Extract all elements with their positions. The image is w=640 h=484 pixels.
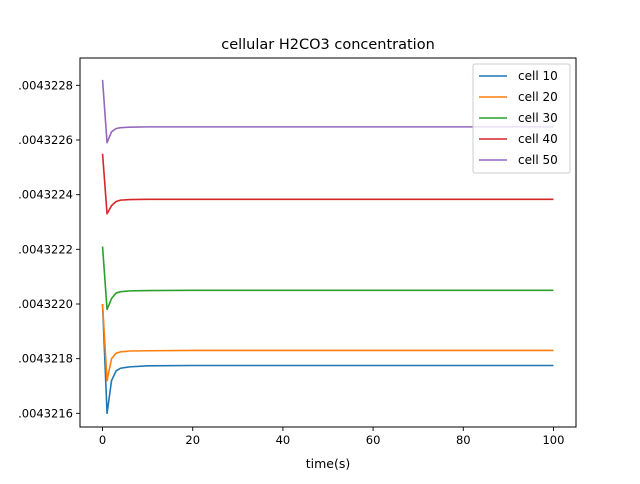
- series-line-4: [101, 153, 554, 215]
- legend: cell 10 cell 20 cell 30 cell 40 cell 50: [472, 63, 571, 174]
- x-axis-ticks: 0 20 40 60 80 100: [99, 427, 564, 447]
- x-axis-label: time(s): [306, 456, 351, 471]
- series-line-1: [101, 303, 554, 415]
- legend-label-3: cell 30: [518, 111, 558, 125]
- legend-label-2: cell 20: [518, 90, 558, 104]
- legend-box: [472, 63, 571, 174]
- legend-label-4: cell 40: [518, 132, 558, 146]
- legend-items: cell 10 cell 20 cell 30 cell 40 cell 50: [479, 69, 558, 167]
- chart-title: cellular H2CO3 concentration: [221, 37, 435, 53]
- legend-label-1: cell 10: [518, 69, 558, 83]
- legend-label-5: cell 50: [518, 153, 558, 167]
- y-tick-label: .0043222: [18, 242, 73, 256]
- x-tick-label: 40: [276, 433, 291, 447]
- series-line-3: [101, 246, 554, 311]
- y-tick-label: .0043224: [18, 188, 73, 202]
- x-tick-label: 80: [456, 433, 471, 447]
- series-line-2: [101, 303, 554, 382]
- y-tick-label: .0043226: [18, 133, 73, 147]
- y-axis-ticks: .0043216 .0043218 .0043220 .0043222 .0043224…: [18, 78, 80, 420]
- y-tick-label: .0043218: [18, 352, 73, 366]
- y-tick-label: .0043220: [18, 297, 73, 311]
- y-tick-label: .0043228: [18, 78, 73, 92]
- series-line-5: [101, 79, 554, 144]
- y-tick-label: .0043216: [18, 406, 73, 420]
- x-tick-label: 100: [542, 433, 564, 447]
- x-tick-label: 20: [185, 433, 200, 447]
- x-tick-label: 60: [366, 433, 381, 447]
- x-tick-label: 0: [99, 433, 106, 447]
- series-layer: [101, 79, 554, 415]
